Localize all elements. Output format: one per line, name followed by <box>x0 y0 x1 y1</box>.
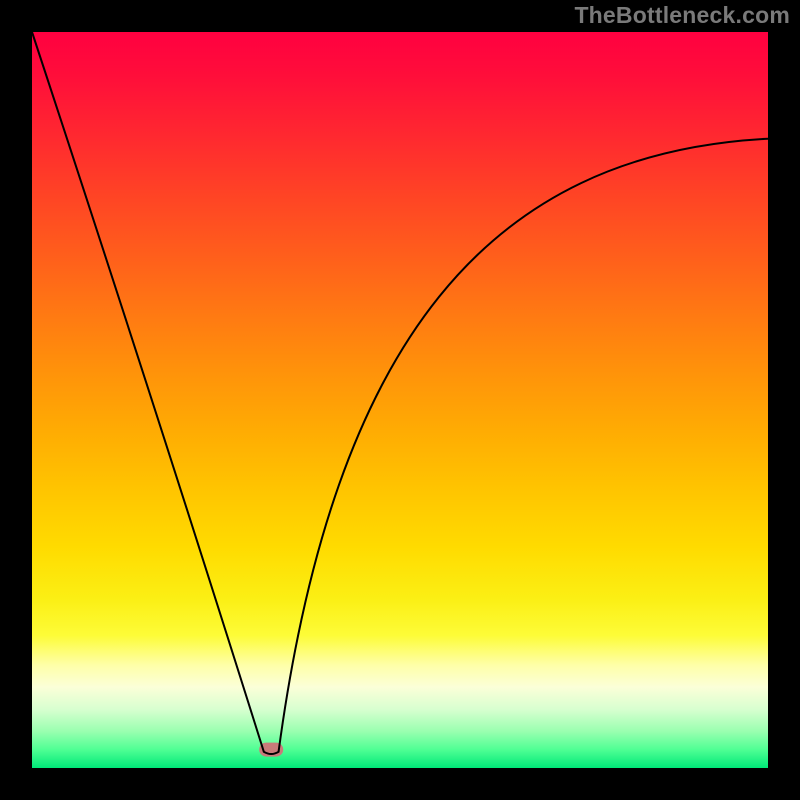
bottleneck-chart <box>0 0 800 800</box>
gradient-background <box>32 32 768 768</box>
watermark-text: TheBottleneck.com <box>574 2 790 29</box>
chart-container: TheBottleneck.com <box>0 0 800 800</box>
